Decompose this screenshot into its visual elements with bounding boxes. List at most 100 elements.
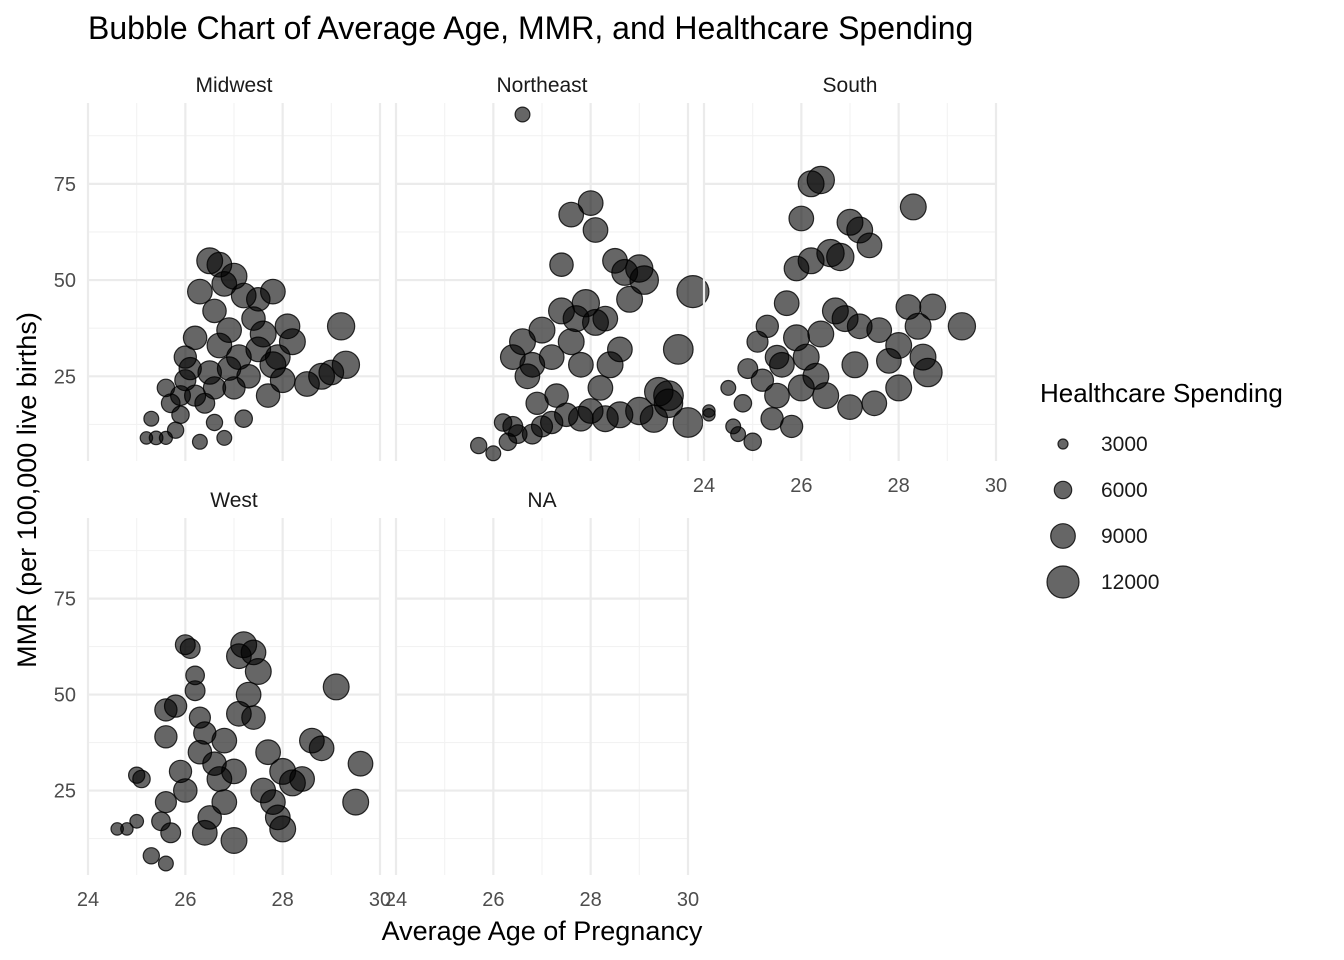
data-point (160, 822, 182, 844)
data-point (730, 426, 747, 443)
x-tick-label: 26 (482, 889, 504, 911)
data-point (184, 384, 207, 407)
x-tick-label: 24 (77, 889, 99, 911)
data-point (502, 415, 524, 437)
facet-panel-na: NA (394, 489, 690, 875)
legend-key-label: 3000 (1101, 433, 1148, 456)
data-point (255, 383, 281, 408)
data-point (720, 379, 737, 396)
x-tick-label: 24 (385, 889, 407, 911)
data-point (157, 855, 174, 872)
y-tick-label: 75 (54, 589, 76, 611)
data-point (750, 368, 775, 392)
legend-title: Healthcare Spending (1040, 378, 1283, 408)
data-point (120, 822, 134, 836)
data-point (557, 328, 585, 356)
data-point (244, 657, 272, 685)
data-point (289, 766, 316, 792)
data-point (171, 405, 190, 425)
legend-key-label: 12000 (1101, 571, 1159, 594)
facet-strip-label: NA (527, 489, 556, 512)
data-point (525, 391, 549, 415)
y-tick-label: 50 (54, 685, 76, 707)
data-point (782, 324, 810, 352)
data-point (607, 336, 633, 363)
data-point (702, 407, 716, 422)
data-point (260, 278, 286, 305)
data-point (568, 351, 594, 378)
y-axis-title: MMR (per 100,000 live births) (12, 312, 42, 668)
facet-panels: Midwest Northeast South West NA (86, 74, 998, 875)
data-point (743, 432, 762, 452)
data-point (216, 429, 233, 446)
data-point (187, 739, 213, 765)
data-point (876, 348, 902, 374)
data-point (821, 297, 849, 325)
data-point (788, 205, 815, 232)
y-tick-label: 25 (54, 781, 76, 803)
facet-strip-label: Northeast (496, 74, 587, 97)
x-tick-label: 28 (272, 889, 294, 911)
data-point (206, 332, 233, 359)
data-point (779, 414, 804, 439)
data-point (264, 804, 291, 831)
data-point (264, 344, 291, 371)
data-point (558, 201, 585, 228)
data-point (186, 278, 213, 305)
data-point (182, 325, 208, 351)
chart-title: Bubble Chart of Average Age, MMR, and He… (88, 10, 973, 46)
data-point (592, 305, 619, 332)
facet-panel-south: South (702, 74, 998, 461)
data-point (154, 725, 178, 749)
data-point (205, 413, 224, 432)
data-point (211, 789, 238, 815)
legend-key-circle (1057, 438, 1069, 450)
data-point (154, 790, 177, 814)
data-point (197, 360, 222, 385)
legend-key-label: 6000 (1101, 479, 1148, 502)
x-tick-label: 26 (790, 475, 812, 497)
facet-strip-label: South (823, 74, 878, 97)
size-legend: Healthcare Spending 3000 6000 9000 12000 (1040, 378, 1283, 599)
data-point (184, 680, 206, 702)
data-point (662, 334, 694, 365)
x-tick-label: 30 (985, 475, 1007, 497)
data-point (826, 242, 855, 272)
data-point (866, 317, 893, 344)
data-point (549, 252, 574, 278)
data-point (322, 673, 350, 701)
data-point (577, 190, 604, 217)
data-point (202, 298, 227, 324)
legend-key-circle (1046, 565, 1080, 599)
y-axis-ticks: 25 50 75 25 50 75 (54, 174, 76, 803)
data-point (841, 351, 869, 379)
data-point (760, 407, 784, 431)
data-point (764, 382, 790, 409)
data-point (616, 285, 644, 313)
data-point (222, 376, 246, 400)
data-point (653, 380, 684, 412)
data-point (191, 819, 218, 846)
data-point (629, 265, 659, 295)
data-point (733, 393, 753, 413)
data-point (347, 750, 374, 777)
data-point (861, 390, 888, 417)
data-point (676, 275, 710, 309)
data-point (837, 394, 863, 421)
data-point (142, 847, 160, 865)
data-point (773, 290, 800, 317)
data-point (470, 436, 488, 455)
data-point (885, 374, 913, 402)
data-point (485, 445, 502, 462)
data-point (241, 705, 266, 730)
facet-strip-label: West (210, 489, 258, 512)
data-point (274, 313, 301, 340)
x-tick-label: 26 (174, 889, 196, 911)
data-point (919, 293, 947, 321)
data-point (538, 344, 565, 371)
data-point (179, 637, 201, 659)
data-point (255, 739, 282, 766)
data-point (807, 320, 835, 348)
